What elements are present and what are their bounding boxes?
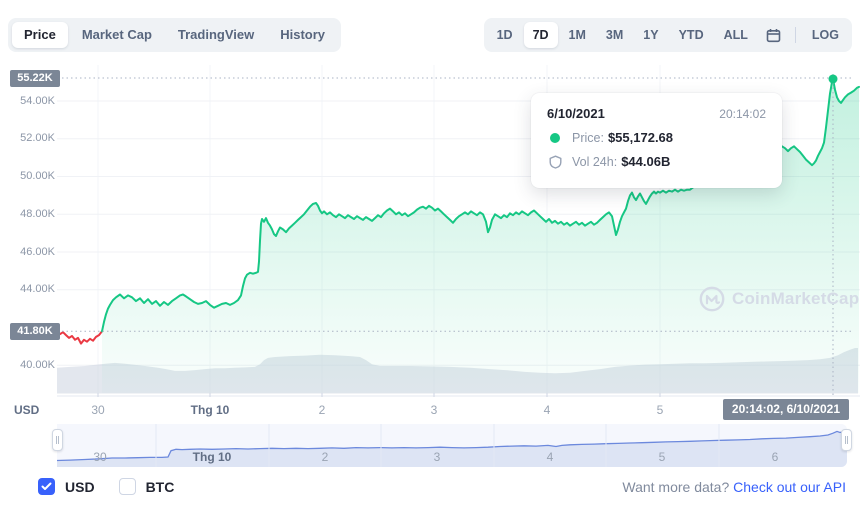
btc-checkbox[interactable] (118, 478, 136, 495)
toolbar-divider (794, 27, 796, 43)
navigator-tick-label: 4 (546, 450, 554, 464)
api-link[interactable]: Check out our API (733, 479, 846, 495)
view-tab-tradingview[interactable]: TradingView (177, 27, 255, 42)
range-tab-1d[interactable]: 1D (496, 28, 513, 42)
y-axis-tick-label: 44.00K (20, 283, 55, 296)
x-axis-currency-label: USD (14, 403, 40, 417)
navigator-tick-label: 3 (433, 450, 441, 464)
coinmarketcap-logo-icon (699, 286, 725, 312)
x-axis-tick-label: Thg 10 (190, 403, 230, 417)
watermark: CoinMarketCap (699, 286, 859, 312)
crosshair-time-badge: 20:14:02, 6/10/2021 (722, 399, 849, 420)
usd-checkbox[interactable] (38, 478, 55, 495)
x-axis-tick-label: 2 (318, 403, 326, 417)
tooltip-volume-label: Vol 24h: (572, 154, 618, 169)
view-tab-history[interactable]: History (280, 27, 326, 42)
log-scale-button[interactable]: LOG (811, 28, 839, 42)
navigator-tick-label: Thg 10 (192, 450, 232, 464)
x-axis-tick-label: 5 (656, 403, 664, 417)
range-tab-group: 1D 7D 1M 3M 1Y YTD ALL LOG (483, 18, 852, 52)
y-axis-tick-label: 40.00K (20, 358, 55, 371)
x-axis-tick-label: 30 (91, 403, 105, 417)
range-tab-ytd[interactable]: YTD (678, 28, 704, 42)
y-axis-tick-label: 50.00K (20, 170, 55, 183)
footer: USD BTC Want more data? Check out our AP… (0, 470, 860, 521)
range-navigator[interactable]: 30 Thg 10 2 3 4 5 6 (57, 424, 847, 467)
tooltip-volume-row: Vol 24h: $44.06B (547, 154, 766, 169)
y-axis-tick-label: 52.00K (20, 132, 55, 145)
range-tab-1y[interactable]: 1Y (643, 28, 659, 42)
checkmark-icon (41, 482, 52, 491)
current-price-badge: 55.22K (10, 69, 60, 87)
price-series-dot-icon (550, 132, 560, 143)
y-axis-tick-label: 54.00K (20, 94, 55, 107)
calendar-icon (766, 28, 781, 43)
y-axis-tick-label: 48.00K (20, 207, 55, 220)
view-tab-market-cap[interactable]: Market Cap (81, 27, 152, 42)
volume-shield-icon (549, 155, 562, 169)
range-tab-7d[interactable]: 7D (523, 22, 558, 48)
tooltip-volume-value: $44.06B (621, 154, 671, 169)
range-tab-1m[interactable]: 1M (568, 28, 586, 42)
tooltip-price-value: $55,172.68 (607, 130, 674, 145)
navigator-right-handle[interactable] (841, 429, 852, 451)
tooltip-price-row: Price: $55,172.68 (547, 130, 766, 145)
navigator-tick-label: 30 (93, 450, 107, 464)
navigator-left-handle[interactable] (52, 429, 63, 451)
navigator-tick-label: 6 (771, 450, 779, 464)
open-price-badge: 41.80K (10, 322, 60, 340)
navigator-tick-label: 2 (321, 450, 329, 464)
tooltip-time: 20:14:02 (719, 107, 766, 121)
x-axis-tick-label: 4 (543, 403, 551, 417)
view-tab-price[interactable]: Price (12, 22, 68, 48)
x-axis-tick-label: 3 (430, 403, 438, 417)
tooltip-price-label: Price: (572, 130, 604, 145)
watermark-text: CoinMarketCap (732, 289, 860, 308)
tooltip-date: 6/10/2021 (547, 106, 605, 121)
chart-tooltip: 6/10/2021 20:14:02 Price: $55,172.68 Vol… (531, 93, 782, 188)
view-tab-group: Price Market Cap TradingView History (8, 18, 342, 52)
btc-checkbox-label[interactable]: BTC (145, 478, 175, 495)
y-axis-tick-label: 46.00K (20, 245, 55, 258)
more-data-text: Want more data? (622, 479, 730, 495)
range-tabs: 1D 7D 1M 3M 1Y YTD ALL (488, 22, 757, 48)
range-tab-all[interactable]: ALL (723, 28, 748, 42)
navigator-tick-label: 5 (658, 450, 666, 464)
range-tab-3m[interactable]: 3M (605, 28, 624, 42)
usd-checkbox-label[interactable]: USD (65, 478, 95, 495)
calendar-button[interactable] (759, 24, 788, 47)
